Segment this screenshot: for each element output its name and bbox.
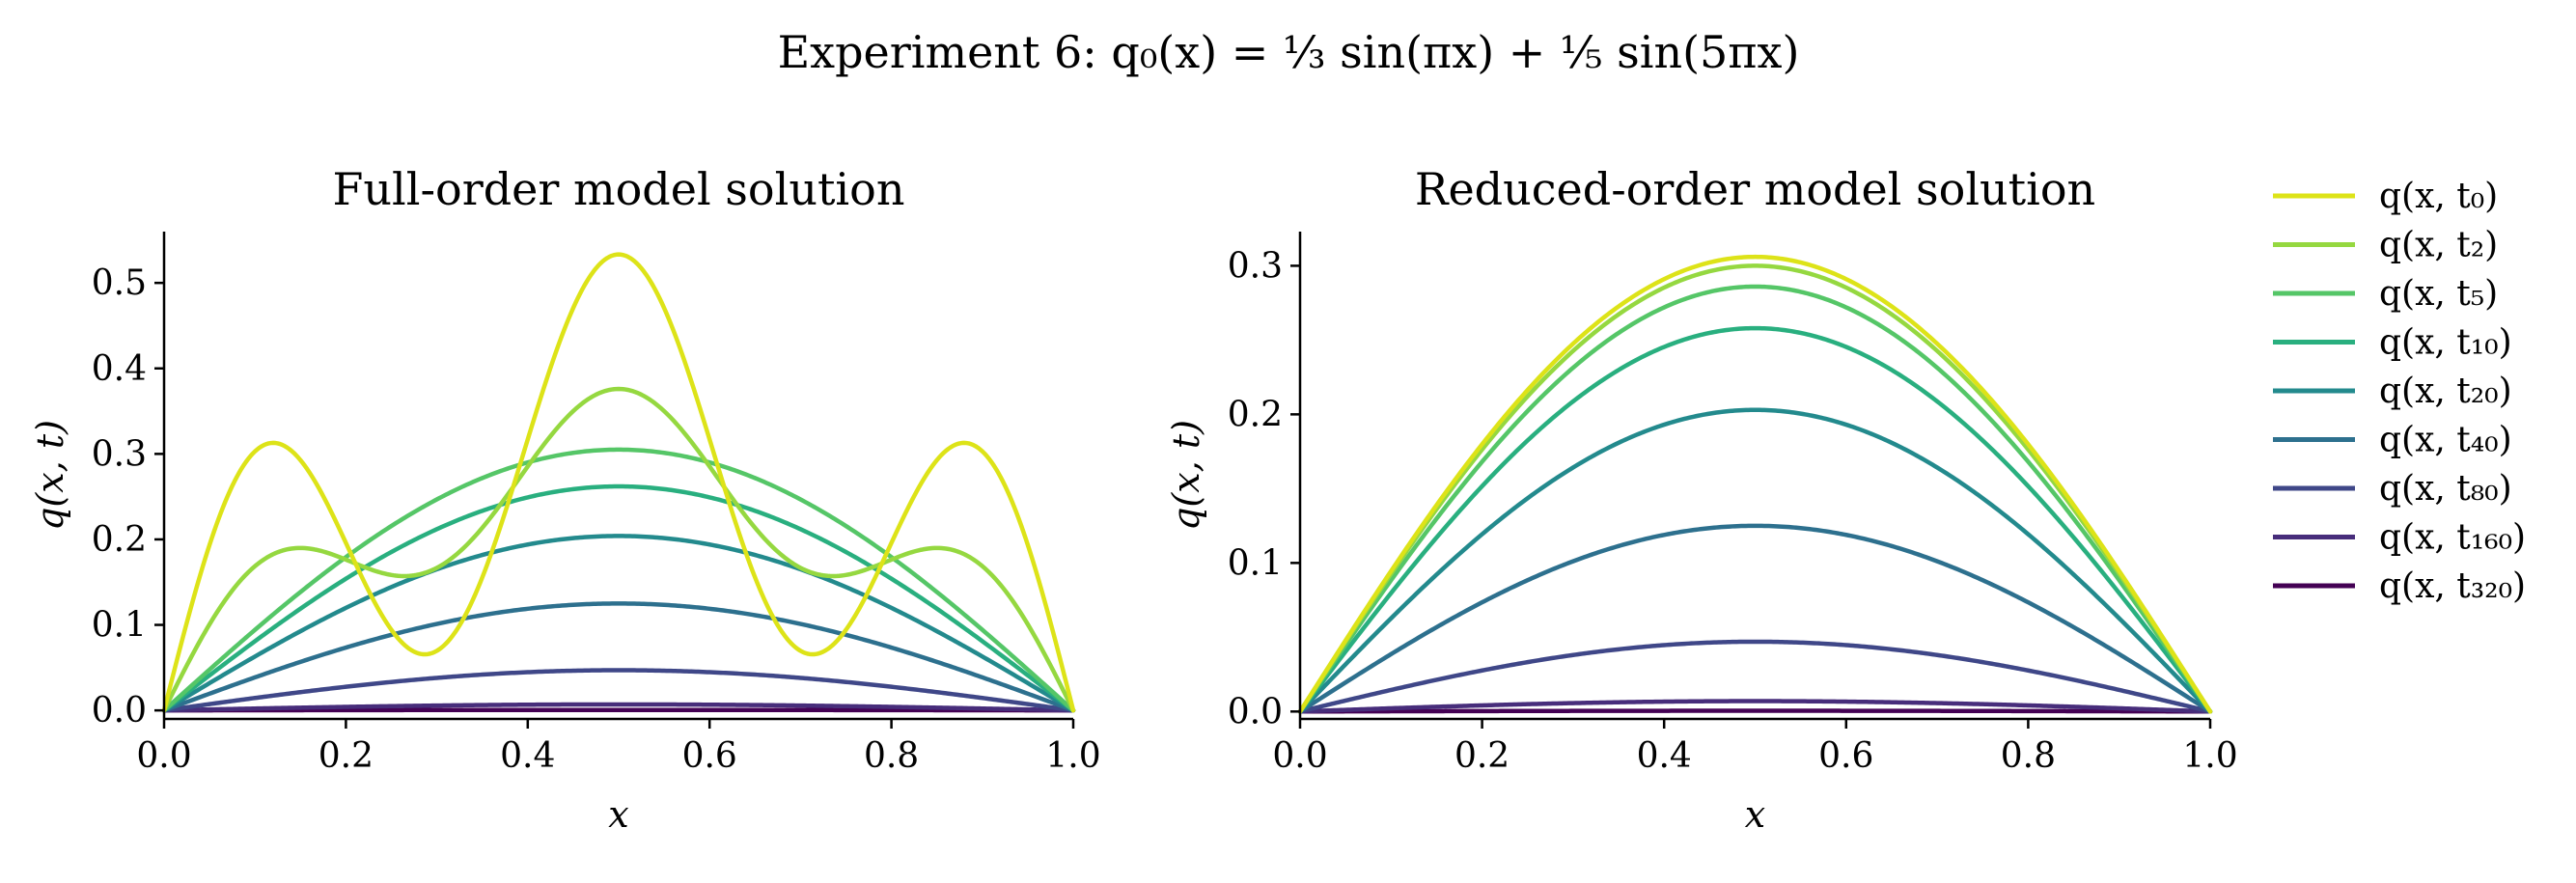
reduced-order-series-line-1 (1297, 263, 2213, 714)
legend-label-4: q(x, t₂₀) (2379, 372, 2512, 411)
full-order-y-tick-label: 0.5 (92, 263, 147, 303)
reduced-order-y-tick-label: 0.1 (1228, 543, 1283, 583)
reduced-order-y-axis-label: q(x, t) (1165, 420, 1207, 531)
reduced-order-y-tick-label: 0.2 (1228, 395, 1283, 434)
reduced-order-series-line-0 (1297, 254, 2213, 714)
legend-label-3: q(x, t₁₀) (2379, 323, 2512, 363)
reduced-order-series-line-2 (1297, 284, 2213, 714)
figure-title: Experiment 6: q₀(x) = ⅓ sin(πx) + ⅕ sin(… (778, 26, 1800, 78)
reduced-order-x-tick-label: 0.0 (1272, 736, 1327, 776)
reduced-order-x-tick-label: 0.8 (2001, 736, 2056, 776)
reduced-order-x-tick-label: 0.2 (1454, 736, 1510, 776)
legend-label-5: q(x, t₄₀) (2379, 421, 2512, 460)
full-order-series-line-0 (161, 252, 1076, 713)
reduced-order-title: Reduced-order model solution (1415, 163, 2095, 215)
full-order-y-axis-label: q(x, t) (29, 420, 71, 531)
reduced-order-series-line-4 (1297, 407, 2213, 714)
full-order-x-tick-label: 1.0 (1045, 736, 1100, 776)
reduced-order-y-tick-label: 0.0 (1228, 692, 1283, 731)
full-order-series-line-5 (161, 601, 1076, 713)
full-order-title: Full-order model solution (333, 163, 905, 215)
full-order-x-tick-label: 0.2 (319, 736, 374, 776)
full-order-x-tick-label: 0.8 (864, 736, 919, 776)
reduced-order-series-line-6 (1297, 639, 2213, 714)
reduced-order-x-axis-label: x (1745, 793, 1765, 836)
full-order-x-tick-label: 0.0 (136, 736, 191, 776)
full-order-y-tick-label: 0.3 (92, 434, 147, 474)
full-order-x-tick-label: 0.4 (500, 736, 555, 776)
legend-label-0: q(x, t₀) (2379, 177, 2498, 216)
full-order-series-line-6 (161, 668, 1076, 713)
legend-label-6: q(x, t₈₀) (2379, 469, 2512, 509)
full-order-panel: Full-order model solution 0.0 0.2 0.4 0.6 0.8… (29, 163, 1101, 836)
reduced-order-series-line-7 (1297, 699, 2213, 714)
reduced-order-series-line-8 (1297, 708, 2213, 714)
legend-label-2: q(x, t₅) (2379, 274, 2498, 314)
full-order-series-line-7 (161, 702, 1076, 713)
reduced-order-y-tick-label: 0.3 (1228, 246, 1283, 286)
full-order-series-line-2 (161, 447, 1076, 713)
full-order-series-line-4 (161, 534, 1076, 713)
legend-label-7: q(x, t₁₆₀) (2379, 518, 2526, 558)
reduced-order-series-line-5 (1297, 523, 2213, 714)
full-order-x-tick-label: 0.6 (682, 736, 737, 776)
full-order-y-tick-label: 0.0 (92, 691, 147, 731)
legend: q(x, t₀) q(x, t₂) q(x, t₅) q(x, t₁₀) q(x, t₂… (2273, 177, 2526, 606)
legend-label-1: q(x, t₂) (2379, 226, 2498, 265)
full-order-y-tick-label: 0.1 (92, 606, 147, 646)
reduced-order-x-tick-label: 0.4 (1637, 736, 1692, 776)
full-order-y-tick-label: 0.4 (92, 349, 147, 389)
full-order-y-tick-label: 0.2 (92, 520, 147, 560)
reduced-order-x-tick-label: 0.6 (1818, 736, 1873, 776)
reduced-order-x-tick-label: 1.0 (2182, 736, 2237, 776)
full-order-series-line-3 (161, 483, 1076, 713)
reduced-order-panel: Reduced-order model solution 0.0 0.2 0.4 0.6… (1165, 163, 2238, 836)
reduced-order-series-line-3 (1297, 325, 2213, 714)
full-order-series-line-1 (161, 386, 1076, 713)
full-order-x-axis-label: x (608, 793, 628, 836)
legend-label-8: q(x, t₃₂₀) (2379, 566, 2526, 606)
